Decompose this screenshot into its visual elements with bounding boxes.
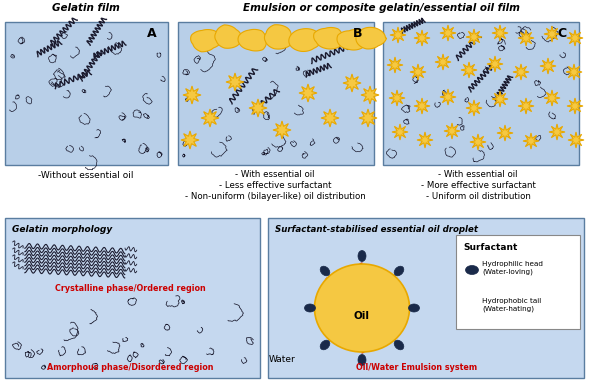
Polygon shape <box>264 25 294 49</box>
Polygon shape <box>470 134 486 150</box>
Polygon shape <box>523 133 539 149</box>
Polygon shape <box>359 109 377 127</box>
Polygon shape <box>444 123 460 139</box>
Polygon shape <box>567 98 583 114</box>
Text: - With essential oil: - With essential oil <box>438 170 518 179</box>
Polygon shape <box>492 91 508 107</box>
Ellipse shape <box>358 251 366 261</box>
Text: B: B <box>352 27 362 40</box>
Text: Water: Water <box>268 356 295 364</box>
Text: Gelatin film: Gelatin film <box>52 3 120 13</box>
Text: -Without essential oil: -Without essential oil <box>38 171 134 180</box>
Polygon shape <box>343 74 361 92</box>
Polygon shape <box>461 62 477 78</box>
Polygon shape <box>337 29 369 50</box>
Text: C: C <box>558 27 567 40</box>
Ellipse shape <box>394 266 404 276</box>
Text: - More effective surfactant: - More effective surfactant <box>421 181 536 190</box>
FancyBboxPatch shape <box>5 218 260 378</box>
Ellipse shape <box>466 266 478 274</box>
Polygon shape <box>389 90 405 106</box>
Polygon shape <box>215 25 241 48</box>
Text: - Less effective surfactant: - Less effective surfactant <box>219 181 331 190</box>
Ellipse shape <box>304 304 316 312</box>
FancyBboxPatch shape <box>5 22 168 165</box>
Polygon shape <box>226 73 244 91</box>
Polygon shape <box>390 27 406 43</box>
Polygon shape <box>361 86 379 104</box>
Text: Oil: Oil <box>354 311 370 321</box>
Polygon shape <box>440 25 456 41</box>
Polygon shape <box>273 121 291 139</box>
Text: Surfactant-stabilised essential oil droplet: Surfactant-stabilised essential oil drop… <box>275 225 478 234</box>
FancyBboxPatch shape <box>383 22 579 165</box>
Polygon shape <box>183 86 201 104</box>
Polygon shape <box>440 89 456 105</box>
Polygon shape <box>201 109 219 127</box>
Polygon shape <box>566 64 582 80</box>
Polygon shape <box>356 27 386 49</box>
Polygon shape <box>518 98 534 114</box>
Ellipse shape <box>320 340 330 350</box>
Polygon shape <box>492 25 508 41</box>
Polygon shape <box>567 30 583 46</box>
FancyBboxPatch shape <box>178 22 374 165</box>
Polygon shape <box>414 30 430 46</box>
Ellipse shape <box>408 304 419 312</box>
Polygon shape <box>417 132 433 148</box>
FancyBboxPatch shape <box>456 235 580 329</box>
Text: Hydrophobic tail
(Water-hating): Hydrophobic tail (Water-hating) <box>482 298 541 312</box>
Text: - Uniform oil distribution: - Uniform oil distribution <box>425 192 530 201</box>
Polygon shape <box>435 54 451 70</box>
Polygon shape <box>540 58 556 74</box>
Text: Emulsion or composite gelatin/essential oil film: Emulsion or composite gelatin/essential … <box>242 3 519 13</box>
Polygon shape <box>518 30 534 46</box>
Polygon shape <box>249 99 267 117</box>
Text: - Non-uniform (bilayer-like) oil distribution: - Non-uniform (bilayer-like) oil distrib… <box>185 192 365 201</box>
Polygon shape <box>191 30 222 52</box>
Polygon shape <box>487 56 503 72</box>
Text: Oil/Water Emulsion system: Oil/Water Emulsion system <box>356 364 477 372</box>
Polygon shape <box>289 29 322 51</box>
Ellipse shape <box>314 264 409 352</box>
Polygon shape <box>544 90 560 106</box>
Ellipse shape <box>394 340 404 350</box>
Polygon shape <box>299 84 317 102</box>
Polygon shape <box>497 125 513 141</box>
Polygon shape <box>549 124 565 140</box>
Polygon shape <box>513 64 529 80</box>
FancyBboxPatch shape <box>268 218 584 378</box>
Polygon shape <box>568 132 584 148</box>
Text: Surfactant: Surfactant <box>463 243 517 252</box>
Text: A: A <box>148 27 157 40</box>
Polygon shape <box>238 29 266 51</box>
Polygon shape <box>321 109 339 127</box>
Polygon shape <box>544 26 560 42</box>
Polygon shape <box>181 131 199 149</box>
Polygon shape <box>314 27 344 49</box>
Text: Amorphous phase/Disordered region: Amorphous phase/Disordered region <box>47 363 213 372</box>
Polygon shape <box>410 64 426 80</box>
Polygon shape <box>466 100 482 116</box>
Polygon shape <box>414 98 430 114</box>
Text: Crystalline phase/Ordered region: Crystalline phase/Ordered region <box>55 284 205 293</box>
Polygon shape <box>466 29 482 45</box>
Ellipse shape <box>358 354 366 366</box>
Text: Hydrophilic head
(Water-loving): Hydrophilic head (Water-loving) <box>482 261 543 275</box>
Polygon shape <box>392 124 408 140</box>
Ellipse shape <box>320 266 330 276</box>
Polygon shape <box>387 57 403 73</box>
Text: Gelatin morphology: Gelatin morphology <box>12 225 112 234</box>
Text: - With essential oil: - With essential oil <box>235 170 314 179</box>
